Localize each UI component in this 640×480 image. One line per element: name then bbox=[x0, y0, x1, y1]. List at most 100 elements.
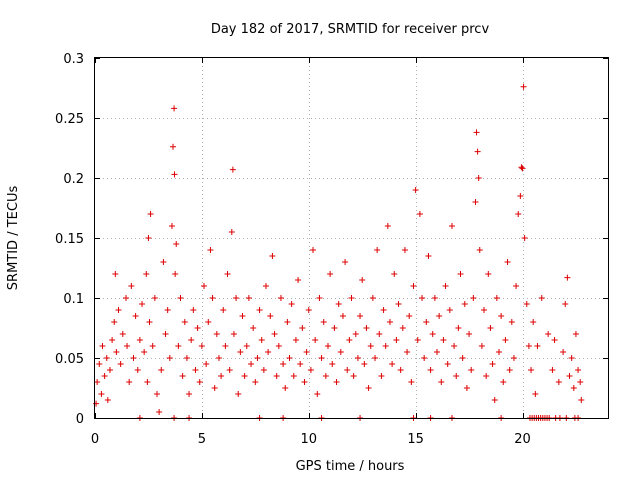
data-point bbox=[380, 307, 387, 313]
x-tick-label: 10 bbox=[300, 432, 317, 447]
data-point bbox=[473, 129, 480, 136]
data-point bbox=[523, 301, 530, 307]
data-point bbox=[570, 385, 577, 391]
data-point bbox=[136, 337, 143, 343]
data-point bbox=[132, 313, 139, 319]
data-point bbox=[303, 349, 310, 355]
data-point bbox=[177, 295, 184, 301]
data-point bbox=[98, 391, 105, 397]
data-point bbox=[318, 355, 325, 361]
data-point bbox=[170, 143, 177, 150]
data-point bbox=[485, 271, 492, 277]
data-point bbox=[551, 337, 558, 343]
data-point bbox=[158, 367, 165, 373]
data-point bbox=[134, 367, 141, 373]
data-point bbox=[280, 361, 287, 367]
data-point bbox=[491, 397, 498, 403]
data-point bbox=[277, 295, 284, 301]
data-point bbox=[267, 313, 274, 319]
data-point bbox=[233, 295, 240, 301]
data-point bbox=[310, 247, 317, 253]
y-tick-label: 0.15 bbox=[55, 232, 84, 247]
data-point bbox=[248, 361, 255, 367]
data-point bbox=[342, 259, 349, 265]
data-point bbox=[555, 379, 562, 385]
data-point bbox=[126, 379, 133, 385]
data-point bbox=[532, 391, 539, 397]
data-point bbox=[144, 379, 151, 385]
data-point bbox=[141, 349, 148, 355]
x-tick-label: 20 bbox=[514, 432, 531, 447]
data-point bbox=[519, 165, 526, 172]
data-point bbox=[297, 361, 304, 367]
y-tick-label: 0.2 bbox=[63, 172, 84, 187]
data-point bbox=[530, 319, 537, 325]
data-point bbox=[143, 271, 150, 277]
y-tick-label: 0.1 bbox=[63, 292, 84, 307]
grid-lines bbox=[95, 58, 608, 418]
data-point bbox=[472, 199, 479, 205]
data-point bbox=[93, 400, 100, 407]
data-point bbox=[500, 379, 507, 385]
data-point bbox=[139, 301, 146, 307]
data-point bbox=[263, 283, 269, 289]
data-point bbox=[419, 295, 426, 301]
data-point bbox=[181, 319, 188, 325]
data-point bbox=[534, 343, 541, 349]
data-point bbox=[427, 367, 434, 373]
plot-frame bbox=[94, 57, 609, 419]
data-point bbox=[410, 283, 417, 289]
data-point bbox=[453, 373, 460, 379]
data-point bbox=[229, 166, 236, 173]
data-point bbox=[357, 313, 364, 319]
data-point bbox=[183, 355, 190, 361]
data-point bbox=[528, 367, 535, 373]
data-point bbox=[344, 367, 351, 373]
data-point bbox=[440, 337, 447, 343]
data-point bbox=[446, 307, 453, 313]
chart-title: Day 182 of 2017, SRMTID for receiver prc… bbox=[211, 22, 490, 37]
data-point bbox=[466, 331, 473, 337]
data-point bbox=[423, 319, 430, 325]
data-point bbox=[474, 148, 481, 155]
data-point bbox=[359, 277, 366, 283]
data-point bbox=[186, 391, 193, 397]
data-point bbox=[96, 361, 103, 367]
data-point bbox=[173, 241, 180, 247]
data-point bbox=[260, 367, 267, 373]
data-point bbox=[164, 307, 171, 313]
data-point bbox=[305, 307, 312, 313]
data-point bbox=[455, 325, 462, 331]
data-point bbox=[421, 355, 428, 361]
data-point bbox=[222, 343, 229, 349]
data-point bbox=[228, 229, 235, 235]
data-point bbox=[406, 313, 413, 319]
data-point bbox=[124, 343, 131, 349]
y-tick-label: 0 bbox=[76, 412, 84, 427]
y-axis-label: SRMTID / TECUs bbox=[6, 186, 21, 291]
data-point bbox=[416, 211, 423, 217]
data-point bbox=[365, 385, 372, 391]
data-point bbox=[211, 385, 218, 391]
data-point bbox=[498, 313, 505, 319]
data-point bbox=[312, 337, 319, 343]
data-point bbox=[350, 373, 357, 379]
y-tick-label: 0.05 bbox=[55, 352, 84, 367]
data-point bbox=[271, 331, 278, 337]
data-point bbox=[205, 319, 212, 325]
data-point bbox=[562, 301, 569, 307]
data-point bbox=[564, 274, 571, 281]
data-point bbox=[575, 367, 582, 373]
x-tick-label: 15 bbox=[407, 432, 424, 447]
data-point bbox=[254, 355, 261, 361]
data-point bbox=[241, 373, 248, 379]
data-point bbox=[237, 349, 244, 355]
data-point bbox=[444, 361, 451, 367]
data-point bbox=[378, 373, 385, 379]
data-point bbox=[442, 283, 449, 289]
data-point bbox=[295, 277, 302, 283]
data-points bbox=[93, 83, 585, 421]
data-point bbox=[171, 105, 178, 112]
data-point bbox=[436, 313, 443, 319]
data-point bbox=[401, 247, 408, 253]
